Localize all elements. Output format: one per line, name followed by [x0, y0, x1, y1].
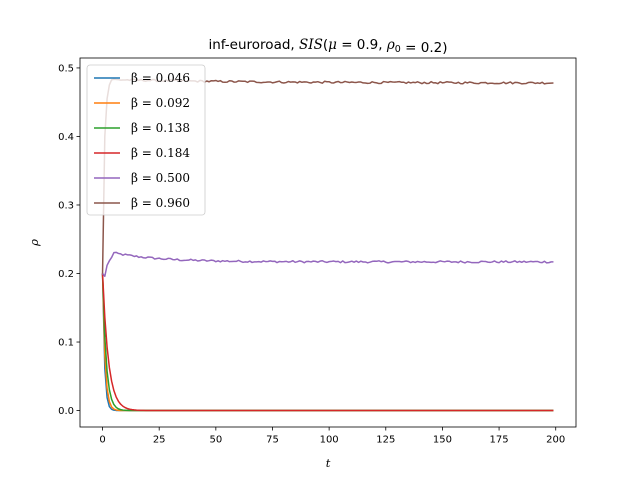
legend-label-4: β = 0.500: [131, 171, 190, 185]
legend-label-5: β = 0.960: [131, 196, 190, 210]
x-tick-label: 50: [209, 435, 222, 446]
x-tick-label: 175: [490, 435, 509, 446]
legend-label-3: β = 0.184: [131, 146, 190, 160]
x-tick-label: 75: [266, 435, 279, 446]
y-tick-label: 0.3: [58, 201, 74, 212]
legend-label-2: β = 0.138: [131, 121, 190, 135]
y-axis: 0.0 0.1 0.2 0.3 0.4 0.5: [58, 64, 80, 417]
series-line-4: [101, 251, 554, 277]
x-tick-label: 0: [99, 435, 105, 446]
y-tick-label: 0.0: [58, 406, 74, 417]
legend-label-0: β = 0.046: [131, 71, 190, 85]
x-tick-label: 25: [153, 435, 166, 446]
chart-title: inf-euroroad, SIS(μ = 0.9, ρ0 = 0.2): [208, 37, 447, 56]
x-axis: 0 25 50 75 100 125 150 175 200: [99, 427, 565, 446]
legend-label-1: β = 0.092: [131, 96, 190, 110]
legend-frame: [86, 64, 206, 216]
y-tick-label: 0.2: [58, 269, 74, 280]
y-tick-label: 0.4: [58, 132, 74, 143]
x-tick-label: 150: [433, 435, 452, 446]
x-tick-label: 100: [320, 435, 339, 446]
x-axis-label: t: [326, 456, 331, 470]
legend: β = 0.046 β = 0.092 β = 0.138 β = 0.184 β = …: [86, 64, 206, 216]
y-tick-label: 0.1: [58, 338, 74, 349]
x-tick-label: 200: [546, 435, 565, 446]
y-tick-label: 0.5: [58, 64, 74, 75]
axes-frame: [79, 57, 577, 428]
series-line-3: [101, 273, 554, 412]
y-axis-label: ρ: [27, 239, 41, 247]
x-tick-label: 125: [376, 435, 395, 446]
